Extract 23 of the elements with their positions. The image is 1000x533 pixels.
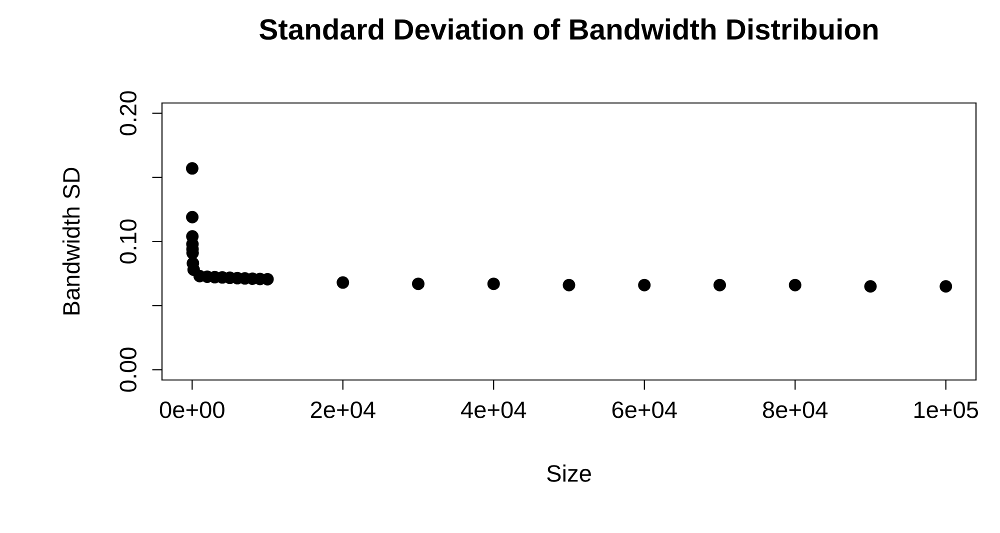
point <box>788 278 802 292</box>
x-tick-label: 2e+04 <box>310 401 376 418</box>
point <box>186 210 199 224</box>
point <box>864 280 877 293</box>
y-tick-label: 0.20 <box>120 91 136 136</box>
x-tick-label: 8e+04 <box>762 401 828 418</box>
x-tick-label: 0e+00 <box>160 401 224 418</box>
y-tick-label: 0.00 <box>120 348 136 392</box>
y-tick-label: 0.10 <box>120 219 136 264</box>
point <box>562 278 576 292</box>
point <box>638 278 651 292</box>
x-tick-label: 1e+05 <box>914 401 978 418</box>
point <box>487 278 500 290</box>
point <box>186 162 198 175</box>
point <box>713 278 726 292</box>
x-tick-label: 6e+04 <box>612 401 677 418</box>
chart-title: Standard Deviation of Bandwidth Distribuion <box>260 18 878 40</box>
x-axis-title: Size <box>547 464 591 482</box>
x-tick-label: 4e+04 <box>461 401 526 418</box>
y-axis-title: Bandwidth SD <box>62 168 80 314</box>
point <box>940 280 952 293</box>
point <box>336 276 350 289</box>
point <box>412 278 425 290</box>
